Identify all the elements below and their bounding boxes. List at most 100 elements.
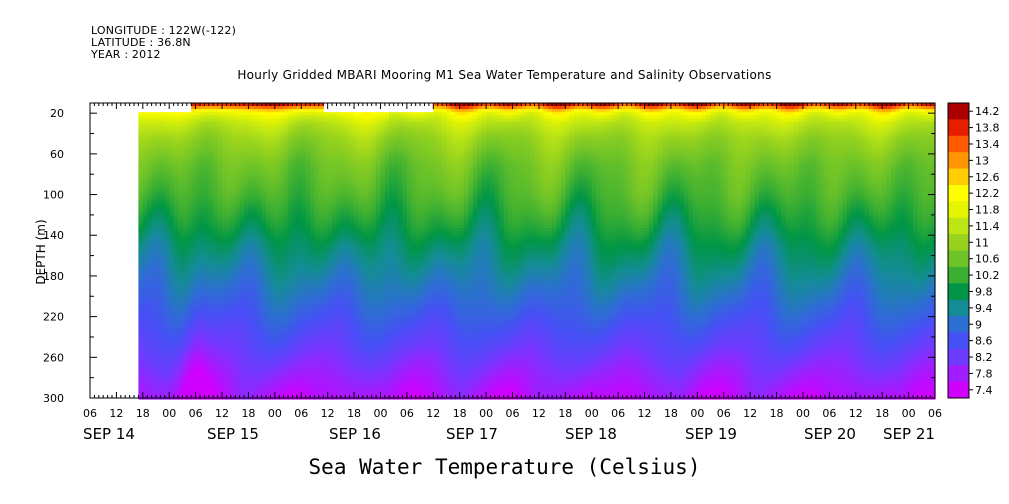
heatmap-cell [204, 389, 210, 394]
heatmap-cell [160, 341, 166, 345]
heatmap-cell [226, 185, 232, 190]
heatmap-cell [213, 344, 219, 348]
heatmap-cell [204, 359, 210, 363]
heatmap-cell [213, 286, 219, 290]
heatmap-cell [147, 139, 153, 144]
heatmap-cell [138, 392, 144, 397]
heatmap-cell [204, 267, 210, 272]
heatmap-cell [173, 316, 179, 321]
heatmap-cell [222, 307, 228, 312]
heatmap-cell [151, 313, 157, 318]
heatmap-cell [186, 353, 192, 357]
heatmap-cell [186, 368, 192, 373]
heatmap-cell [186, 142, 192, 147]
heatmap-cell [191, 243, 197, 248]
heatmap-cell [186, 130, 192, 135]
heatmap-cell [230, 206, 236, 211]
heatmap-cell [147, 225, 153, 229]
heatmap-cell [178, 225, 184, 229]
heatmap-cell [169, 261, 175, 266]
heatmap-cell [208, 206, 214, 211]
heatmap-cell [208, 182, 214, 186]
heatmap-cell [151, 316, 157, 321]
heatmap-cell [222, 231, 228, 235]
heatmap-cell [147, 151, 153, 156]
heatmap-cell [173, 148, 179, 153]
heatmap-cell [160, 243, 166, 248]
heatmap-cell [230, 118, 236, 122]
heatmap-cell [191, 133, 197, 138]
heatmap-cell [178, 112, 184, 116]
heatmap-cell [204, 304, 210, 309]
heatmap-cell [226, 197, 232, 202]
heatmap-cell [204, 246, 210, 251]
heatmap-cell [200, 273, 206, 278]
heatmap-cell [182, 386, 188, 391]
heatmap-cell [151, 301, 157, 306]
heatmap-cell [208, 145, 214, 150]
heatmap-cell [164, 377, 170, 382]
heatmap-cell [186, 121, 192, 125]
heatmap-cell [142, 353, 148, 357]
heatmap-cell [186, 136, 192, 141]
heatmap-cell [147, 258, 153, 263]
heatmap-cell [147, 295, 153, 299]
heatmap-cell [151, 322, 157, 327]
heatmap-cell [164, 286, 170, 290]
longitude-label: LONGITUDE : 122W(-122) [91, 24, 237, 37]
heatmap-cell [156, 185, 162, 190]
heatmap-cell [138, 280, 144, 284]
heatmap-cell [191, 194, 197, 199]
heatmap-cell [164, 130, 170, 135]
heatmap-cell [226, 182, 232, 186]
heatmap-cell [151, 325, 157, 330]
heatmap-cell [182, 383, 188, 388]
heatmap-cell [138, 298, 144, 302]
heatmap-cell [204, 133, 210, 138]
heatmap-cell [182, 194, 188, 199]
heatmap-cell [191, 365, 197, 370]
heatmap-cell [147, 371, 153, 376]
heatmap-cell [195, 292, 201, 296]
heatmap-cell [213, 109, 219, 113]
heatmap-cell [191, 225, 197, 229]
heatmap-cell [213, 154, 219, 159]
heatmap-cell [222, 203, 228, 208]
heatmap-cell [147, 167, 153, 171]
heatmap-cell [226, 337, 232, 342]
heatmap-cell [169, 273, 175, 278]
heatmap-cell [164, 380, 170, 385]
heatmap-cell [217, 170, 223, 174]
heatmap-cell [156, 383, 162, 388]
heatmap-cell [222, 374, 228, 379]
heatmap-cell [204, 280, 210, 284]
heatmap-cell [142, 112, 148, 116]
heatmap-cell [200, 197, 206, 202]
heatmap-cell [217, 267, 223, 272]
heatmap-cell [164, 258, 170, 263]
heatmap-cell [186, 237, 192, 241]
heatmap-cell [142, 292, 148, 296]
heatmap-cell [217, 118, 223, 122]
heatmap-cell [226, 322, 232, 327]
heatmap-cell [200, 188, 206, 193]
heatmap-cell [156, 222, 162, 226]
heatmap-cell [173, 200, 179, 205]
heatmap-cell [160, 136, 166, 141]
heatmap-cell [204, 164, 210, 168]
heatmap-cell [156, 283, 162, 287]
heatmap-cell [195, 273, 201, 278]
heatmap-cell [138, 267, 144, 272]
heatmap-cell [217, 154, 223, 159]
heatmap-cell [213, 322, 219, 327]
heatmap-cell [151, 197, 157, 202]
heatmap-cell [186, 301, 192, 306]
heatmap-cell [156, 160, 162, 165]
heatmap-cell [195, 310, 201, 315]
heatmap-cell [182, 365, 188, 370]
heatmap-cell [169, 283, 175, 287]
heatmap-cell [147, 255, 153, 260]
heatmap-cell [186, 145, 192, 150]
heatmap-cell [208, 231, 214, 235]
heatmap-cell [191, 310, 197, 315]
